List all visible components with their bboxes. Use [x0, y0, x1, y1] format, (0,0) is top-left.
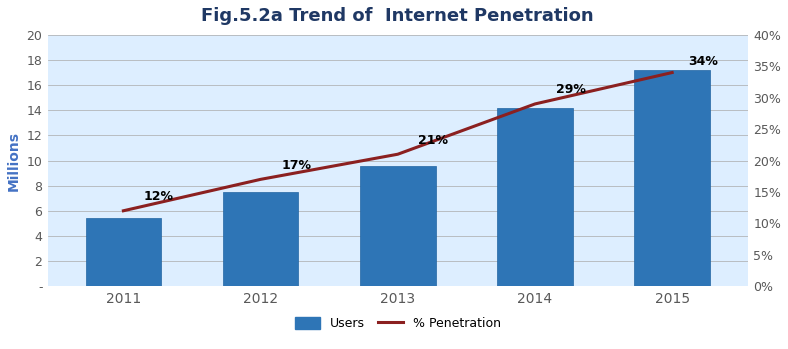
- Text: 21%: 21%: [418, 134, 448, 147]
- Bar: [634, 70, 710, 286]
- Bar: [360, 165, 436, 286]
- Text: 34%: 34%: [689, 54, 719, 67]
- Text: 29%: 29%: [556, 83, 585, 96]
- Y-axis label: Millions: Millions: [7, 131, 21, 191]
- Bar: [497, 108, 573, 286]
- Title: Fig.5.2a Trend of  Internet Penetration: Fig.5.2a Trend of Internet Penetration: [202, 7, 594, 25]
- Legend: Users, % Penetration: Users, % Penetration: [290, 312, 506, 335]
- Text: 12%: 12%: [144, 190, 174, 203]
- Bar: [223, 192, 299, 286]
- Text: 17%: 17%: [281, 159, 311, 172]
- Bar: [86, 218, 161, 286]
